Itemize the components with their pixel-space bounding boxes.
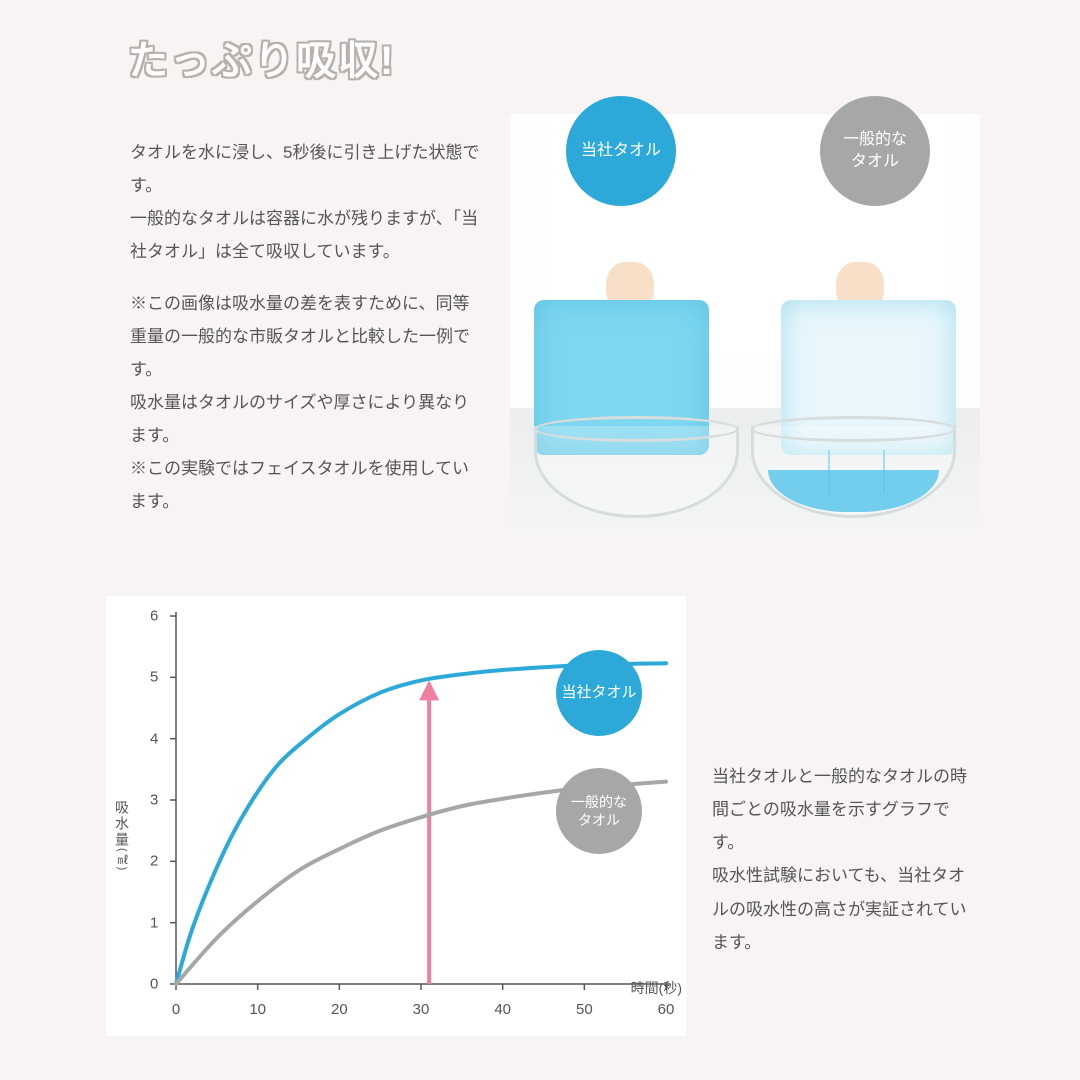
x-tick: 10 — [249, 1001, 266, 1018]
chart-description: 当社タオルと一般的なタオルの時間ごとの吸水量を示すグラフです。 吸水性試験におい… — [712, 760, 968, 959]
bowl-right — [751, 426, 956, 518]
page-title: たっぷり吸収! — [128, 28, 395, 86]
y-tick: 1 — [150, 914, 158, 931]
photo-badge-ours: 当社タオル — [566, 96, 676, 206]
y-tick: 6 — [150, 608, 158, 625]
callout-amount-line1: 吸水量が — [461, 881, 529, 904]
y-tick: 4 — [150, 730, 158, 747]
chart-desc-p2: 吸水性試験においても、当社タオルの吸水性の高さが実証されています。 — [712, 859, 968, 958]
x-tick: 20 — [331, 1001, 348, 1018]
callout-speed-line2: 速い！ — [244, 716, 310, 746]
chart-desc-p1: 当社タオルと一般的なタオルの時間ごとの吸水量を示すグラフです。 — [712, 760, 968, 859]
intro-p2: 一般的なタオルは容器に水が残りますが、「当社タオル」は全て吸収しています。 — [130, 202, 482, 268]
photo-badge-generic: 一般的なタオル — [820, 96, 930, 206]
x-axis-label: 時間(秒) — [631, 978, 682, 998]
x-tick: 60 — [658, 1001, 675, 1018]
bowl-left — [534, 426, 739, 518]
x-tick: 40 — [494, 1001, 511, 1018]
x-tick: 0 — [172, 1001, 180, 1018]
intro-p5: ※この実験ではフェイスタオルを使用しています。 — [130, 452, 482, 518]
callout-speed: 吸水速度が 速い！ — [218, 660, 336, 778]
absorption-chart: 吸水量(㎖) 時間(秒) 吸水速度が 速い！ 吸水量が 多い！ 当社タオル 一般… — [106, 596, 686, 1036]
intro-p4: 吸水量はタオルのサイズや厚さにより異なります。 — [130, 386, 482, 452]
intro-p3: ※この画像は吸水量の差を表すために、同等重量の一般的な市販タオルと比較した一例で… — [130, 287, 482, 386]
callout-amount: 吸水量が 多い！ — [436, 848, 554, 966]
y-axis-label: 吸水量(㎖) — [112, 800, 132, 872]
chart-legend-generic: 一般的なタオル — [556, 768, 642, 854]
y-tick: 5 — [150, 669, 158, 686]
chart-legend-ours: 当社タオル — [556, 650, 642, 736]
x-tick: 30 — [413, 1001, 430, 1018]
y-tick: 3 — [150, 792, 158, 809]
intro-text: タオルを水に浸し、5秒後に引き上げた状態です。 一般的なタオルは容器に水が残りま… — [130, 136, 482, 537]
intro-p1: タオルを水に浸し、5秒後に引き上げた状態です。 — [130, 136, 482, 202]
y-tick: 2 — [150, 853, 158, 870]
callout-amount-line2: 多い！ — [462, 904, 528, 934]
x-tick: 50 — [576, 1001, 593, 1018]
y-tick: 0 — [150, 976, 158, 993]
callout-speed-line1: 吸水速度が — [235, 693, 320, 716]
